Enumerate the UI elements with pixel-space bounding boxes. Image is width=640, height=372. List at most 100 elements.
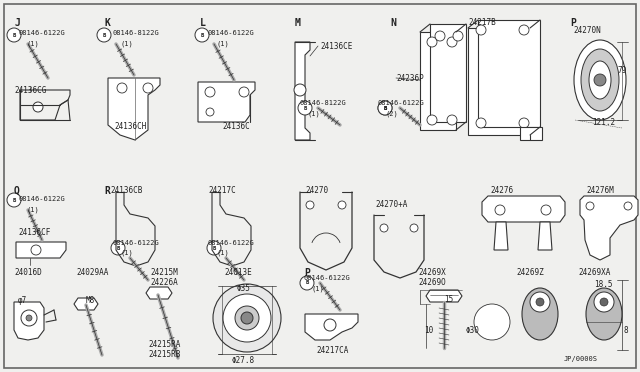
Text: 24270N: 24270N xyxy=(573,26,601,35)
Text: 24016D: 24016D xyxy=(14,268,42,277)
Text: 24226A: 24226A xyxy=(150,278,178,287)
Polygon shape xyxy=(108,78,160,140)
Text: J: J xyxy=(14,18,20,28)
Circle shape xyxy=(213,284,281,352)
Circle shape xyxy=(206,108,214,116)
Text: 24029AA: 24029AA xyxy=(76,268,108,277)
Text: M8: M8 xyxy=(86,296,95,305)
Text: 24270: 24270 xyxy=(305,186,328,195)
Text: 18.5: 18.5 xyxy=(594,280,612,289)
Polygon shape xyxy=(74,298,98,310)
Text: 08146-6122G: 08146-6122G xyxy=(112,240,159,246)
Text: JP/0000S: JP/0000S xyxy=(564,356,598,362)
Text: (1): (1) xyxy=(120,40,132,46)
Circle shape xyxy=(294,84,306,96)
Text: (1): (1) xyxy=(120,250,132,257)
Text: M: M xyxy=(295,18,301,28)
Circle shape xyxy=(453,31,463,41)
Text: (1): (1) xyxy=(216,250,228,257)
Circle shape xyxy=(474,304,510,340)
Text: 24215RB: 24215RB xyxy=(148,350,180,359)
Polygon shape xyxy=(478,20,540,127)
Circle shape xyxy=(306,201,314,209)
Text: 08146-6122G: 08146-6122G xyxy=(208,240,255,246)
Text: 24269X: 24269X xyxy=(418,268,445,277)
Text: B: B xyxy=(116,246,120,250)
Text: 08146-6122G: 08146-6122G xyxy=(18,30,65,36)
Circle shape xyxy=(495,205,505,215)
Text: B: B xyxy=(305,280,308,285)
Circle shape xyxy=(536,298,544,306)
Text: 24013E: 24013E xyxy=(224,268,252,277)
Circle shape xyxy=(338,201,346,209)
Polygon shape xyxy=(146,287,172,299)
Text: 24136CE: 24136CE xyxy=(320,42,353,51)
Text: 08146-6122G: 08146-6122G xyxy=(378,100,425,106)
Text: (1): (1) xyxy=(26,206,39,212)
Circle shape xyxy=(378,101,392,115)
Text: 08146-6122G: 08146-6122G xyxy=(208,30,255,36)
Text: 24136CB: 24136CB xyxy=(110,186,142,195)
Circle shape xyxy=(594,74,606,86)
Ellipse shape xyxy=(574,40,626,120)
Circle shape xyxy=(31,245,41,255)
Circle shape xyxy=(410,224,418,232)
Circle shape xyxy=(33,102,43,112)
Text: 24217C: 24217C xyxy=(208,186,236,195)
Text: P: P xyxy=(304,268,310,278)
Circle shape xyxy=(207,241,221,255)
Text: 24270+A: 24270+A xyxy=(375,200,408,209)
Ellipse shape xyxy=(589,61,611,99)
Text: 24269O: 24269O xyxy=(418,278,445,287)
Circle shape xyxy=(476,118,486,128)
Text: (1): (1) xyxy=(216,40,228,46)
Circle shape xyxy=(378,101,392,115)
Text: B: B xyxy=(200,32,204,38)
Circle shape xyxy=(111,241,125,255)
Text: (1): (1) xyxy=(26,40,39,46)
Circle shape xyxy=(21,310,37,326)
Text: 10: 10 xyxy=(424,326,433,335)
Circle shape xyxy=(624,202,632,210)
Text: 8: 8 xyxy=(624,326,628,335)
Polygon shape xyxy=(295,42,310,140)
Text: 08146-6122G: 08146-6122G xyxy=(304,275,351,281)
Polygon shape xyxy=(305,314,358,340)
Text: B: B xyxy=(383,106,387,110)
Text: 24217B: 24217B xyxy=(468,18,496,27)
Text: B: B xyxy=(212,246,216,250)
Text: 24269XA: 24269XA xyxy=(578,268,611,277)
Text: 24215RA: 24215RA xyxy=(148,340,180,349)
Circle shape xyxy=(239,87,249,97)
Text: 08146-8122G: 08146-8122G xyxy=(112,30,159,36)
Polygon shape xyxy=(482,196,565,222)
Polygon shape xyxy=(426,290,462,302)
Polygon shape xyxy=(430,24,466,122)
Ellipse shape xyxy=(586,288,622,340)
Text: 24215M: 24215M xyxy=(150,268,178,277)
Text: 24269Z: 24269Z xyxy=(516,268,544,277)
Text: Φ30: Φ30 xyxy=(466,326,480,335)
Text: Φ27.8: Φ27.8 xyxy=(232,356,255,365)
Text: R: R xyxy=(104,186,110,196)
Circle shape xyxy=(235,306,259,330)
Text: 24217CA: 24217CA xyxy=(316,346,348,355)
Text: 24136CH: 24136CH xyxy=(114,122,147,131)
Circle shape xyxy=(427,37,437,47)
Text: P: P xyxy=(570,18,576,28)
Circle shape xyxy=(26,315,32,321)
Text: B: B xyxy=(12,32,15,38)
Ellipse shape xyxy=(522,288,558,340)
Circle shape xyxy=(519,118,529,128)
Polygon shape xyxy=(520,127,542,140)
Text: K: K xyxy=(104,18,110,28)
Circle shape xyxy=(7,28,21,42)
Circle shape xyxy=(117,83,127,93)
Circle shape xyxy=(541,205,551,215)
Circle shape xyxy=(380,224,388,232)
Text: N: N xyxy=(390,18,396,28)
Text: B: B xyxy=(102,32,106,38)
Text: 15: 15 xyxy=(444,295,453,304)
Polygon shape xyxy=(468,28,530,135)
Text: 24136CF: 24136CF xyxy=(18,228,51,237)
